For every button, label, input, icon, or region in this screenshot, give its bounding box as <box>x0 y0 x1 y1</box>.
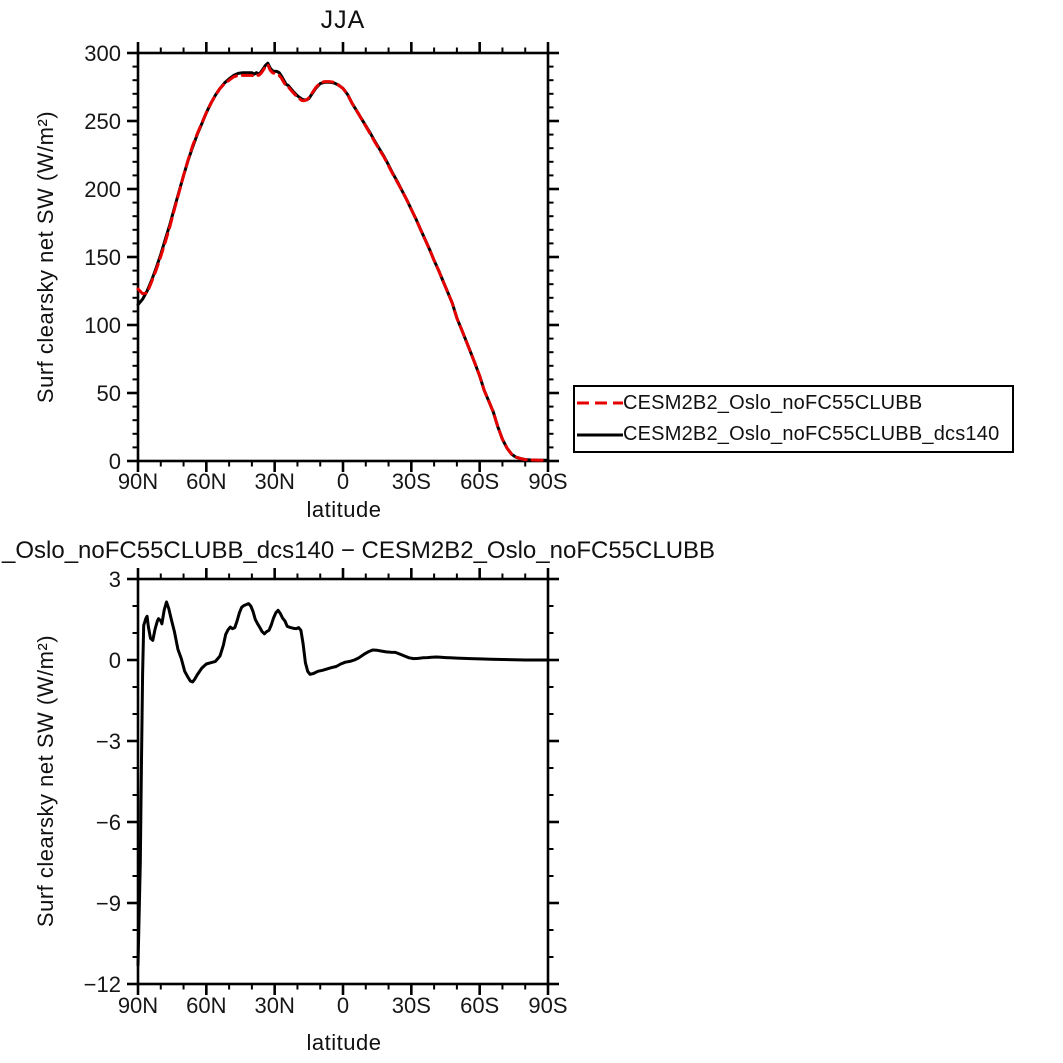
y-tick-label: −6 <box>96 810 121 835</box>
x-tick-label: 30S <box>392 469 431 494</box>
x-tick-label: 90N <box>118 469 158 494</box>
x-tick-label: 90N <box>118 993 158 1018</box>
top-chart-title: JJA <box>320 6 366 34</box>
x-tick-label: 60S <box>460 469 499 494</box>
series-line-red-dashed <box>136 63 550 462</box>
red-dashed-line-sample <box>577 401 623 405</box>
top-x-axis-label: latitude <box>306 497 382 522</box>
x-tick-label: 30S <box>392 993 431 1018</box>
plot-frame <box>136 51 550 463</box>
x-tick-label: 90S <box>528 469 567 494</box>
black-solid-line-sample <box>577 433 623 437</box>
x-tick-label: 60N <box>186 993 226 1018</box>
top-panel: 90N 60N 30N 0 30S 60S 90S 0 50 100 150 200 250 300 <box>84 41 567 494</box>
legend-item-black: CESM2B2_Oslo_noFC55CLUBB_dcs140 <box>575 420 1012 450</box>
bottom-chart-title: _Oslo_noFC55CLUBB_dcs140 − CESM2B2_Oslo_… <box>2 537 716 564</box>
y-tick-label: 0 <box>109 449 121 474</box>
y-tick-label: 150 <box>84 245 121 270</box>
plot-frame <box>136 577 550 986</box>
y-tick-label: 100 <box>84 313 121 338</box>
y-tick-label: 3 <box>109 567 121 592</box>
y-tick-label: 50 <box>97 381 121 406</box>
series-line-black-solid <box>136 61 550 462</box>
legend-label: CESM2B2_Oslo_noFC55CLUBB_dcs140 <box>623 423 1000 446</box>
y-tick-label: 0 <box>109 648 121 673</box>
x-tick-label: 30N <box>254 469 294 494</box>
legend: CESM2B2_Oslo_noFC55CLUBB CESM2B2_Oslo_no… <box>573 385 1014 453</box>
y-tick-label: 300 <box>84 41 121 66</box>
y-tick-label: 200 <box>84 177 121 202</box>
bottom-panel: 90N 60N 30N 0 30S 60S 90S 3 0 −3 −6 −9 −12 <box>84 567 568 1018</box>
y-tick-label: −12 <box>84 972 121 997</box>
series-line-black-solid <box>136 600 550 967</box>
legend-label: CESM2B2_Oslo_noFC55CLUBB <box>623 391 923 414</box>
bottom-y-axis-label: Surf clearsky net SW (W/m²) <box>33 634 58 928</box>
x-tick-label: 60S <box>460 993 499 1018</box>
bottom-x-axis-label: latitude <box>306 1030 382 1055</box>
top-y-axis-label: Surf clearsky net SW (W/m²) <box>33 110 58 404</box>
x-tick-label: 90S <box>528 993 567 1018</box>
y-tick-label: 250 <box>84 109 121 134</box>
x-tick-label: 0 <box>337 993 349 1018</box>
x-tick-label: 60N <box>186 469 226 494</box>
y-tick-label: −9 <box>96 891 121 916</box>
x-tick-label: 30N <box>254 993 294 1018</box>
x-tick-label: 0 <box>337 469 349 494</box>
y-tick-label: −3 <box>96 729 121 754</box>
legend-item-red: CESM2B2_Oslo_noFC55CLUBB <box>575 388 1012 418</box>
